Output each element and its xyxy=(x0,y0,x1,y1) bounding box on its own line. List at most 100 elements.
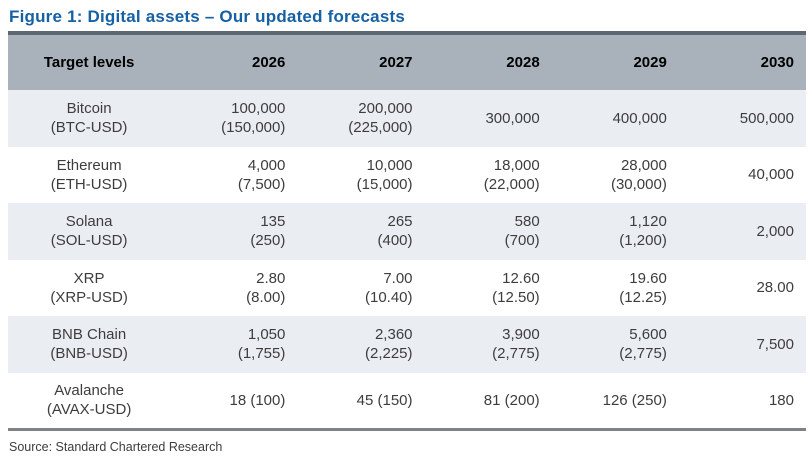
forecast-value-line: (225,000) xyxy=(348,119,413,137)
forecast-value-cell: 580 (700) xyxy=(425,203,552,260)
table-row: BNB Chain (BNB-USD) 1,050 (1,755) 2,360 (2,22… xyxy=(8,316,806,373)
forecast-value-line: 40,000 xyxy=(748,166,794,184)
asset-name: XRP xyxy=(73,269,105,287)
table-row: Solana (SOL-USD) 135 (250) 265 (400) 580 (700) 1… xyxy=(8,203,806,260)
asset-name-cell: XRP (XRP-USD) xyxy=(8,260,170,317)
forecast-value-line: (22,000) xyxy=(483,175,540,193)
forecast-value-cell: 4,000 (7,500) xyxy=(170,147,297,204)
forecast-value-cell: 500,000 xyxy=(679,90,806,147)
forecast-value-cell: 12.60 (12.50) xyxy=(425,260,552,317)
forecast-value-line: 7,500 xyxy=(756,335,794,353)
forecast-value-line: 19.60 xyxy=(629,269,667,287)
forecast-value-cell: 18 (100) xyxy=(170,373,297,430)
forecast-value-line: (700) xyxy=(504,232,540,250)
asset-ticker: (BNB-USD) xyxy=(50,345,128,363)
header-cell-2028: 2028 xyxy=(424,33,552,90)
asset-ticker: (AVAX-USD) xyxy=(46,401,132,418)
figure-title: Figure 1: Digital assets – Our updated f… xyxy=(9,7,405,26)
forecast-value-cell: 7.00 (10.40) xyxy=(297,260,424,317)
source-note: Source: Standard Chartered Research xyxy=(9,439,223,454)
forecast-value-line: 2,000 xyxy=(756,222,794,240)
forecast-value-line: 500,000 xyxy=(739,109,794,127)
forecast-value-line: (2,225) xyxy=(364,345,413,363)
forecast-value-line: 18 (100) xyxy=(229,391,286,409)
asset-name: Solana xyxy=(65,213,113,231)
asset-name-cell: BNB Chain (BNB-USD) xyxy=(8,316,170,373)
forecast-value-line: 4,000 xyxy=(247,156,286,174)
forecast-value-line: 135 xyxy=(260,213,286,231)
forecast-value-line: 265 xyxy=(387,213,413,231)
forecast-value-line: (15,000) xyxy=(356,175,413,193)
forecast-value-cell: 2,360 (2,225) xyxy=(297,316,424,373)
forecast-value-cell: 126 (250) xyxy=(552,373,679,430)
asset-ticker: (BTC-USD) xyxy=(50,119,128,137)
forecast-value-line: (30,000) xyxy=(610,175,667,193)
asset-ticker: (SOL-USD) xyxy=(50,232,128,250)
forecast-value-cell: 5,600 (2,775) xyxy=(552,316,679,373)
forecast-value-cell: 28.00 xyxy=(679,260,806,317)
forecast-value-line: 3,900 xyxy=(502,326,540,344)
asset-ticker: (XRP-USD) xyxy=(50,288,128,306)
forecast-value-line: 5,600 xyxy=(629,326,667,344)
forecast-value-line: (400) xyxy=(377,232,413,250)
asset-name-cell: Bitcoin (BTC-USD) xyxy=(8,90,170,147)
forecast-value-line: 10,000 xyxy=(366,156,413,174)
forecast-value-line: 45 (150) xyxy=(356,391,413,409)
forecast-value-line: (250) xyxy=(250,232,286,250)
forecast-value-cell: 400,000 xyxy=(552,90,679,147)
asset-name: BNB Chain xyxy=(52,326,127,344)
forecast-value-line: (12.50) xyxy=(492,288,540,306)
forecast-value-line: 2,360 xyxy=(374,326,413,344)
forecast-value-cell: 28,000 (30,000) xyxy=(552,147,679,204)
forecast-value-line: (1,200) xyxy=(619,232,667,250)
forecast-value-cell: 10,000 (15,000) xyxy=(297,147,424,204)
forecast-value-line: 400,000 xyxy=(612,109,667,127)
forecast-value-cell: 2,000 xyxy=(679,203,806,260)
forecast-value-line: 2.80 xyxy=(256,269,286,287)
forecast-value-line: 1,120 xyxy=(629,213,667,231)
forecast-value-cell: 19.60 (12.25) xyxy=(552,260,679,317)
forecast-value-cell: 3,900 (2,775) xyxy=(425,316,552,373)
header-cell-2026: 2026 xyxy=(170,33,298,90)
forecast-value-line: 81 (200) xyxy=(483,391,540,409)
forecast-value-cell: 7,500 xyxy=(679,316,806,373)
asset-ticker: (ETH-USD) xyxy=(50,175,128,193)
forecast-table: Target levels 2026 2027 2028 2029 2030 B… xyxy=(8,31,806,431)
header-cell-2030: 2030 xyxy=(678,33,806,90)
forecast-value-line: (150,000) xyxy=(221,119,286,137)
forecast-value-line: (7,500) xyxy=(237,175,286,193)
forecast-value-cell: 1,050 (1,755) xyxy=(170,316,297,373)
asset-name-cell: Solana (SOL-USD) xyxy=(8,203,170,260)
forecast-value-line: (12.25) xyxy=(619,288,667,306)
forecast-value-cell: 18,000 (22,000) xyxy=(425,147,552,204)
forecast-value-line: 200,000 xyxy=(358,100,413,118)
forecast-table-container: Target levels 2026 2027 2028 2029 2030 B… xyxy=(8,31,806,431)
table-row: Ethereum (ETH-USD) 4,000 (7,500) 10,000 (15,0… xyxy=(8,146,806,204)
forecast-value-cell: 200,000 (225,000) xyxy=(297,90,424,147)
forecast-value-line: 1,050 xyxy=(247,326,286,344)
forecast-value-cell: 2.80 (8.00) xyxy=(170,260,297,317)
forecast-value-line: 580 xyxy=(514,213,540,231)
asset-name: Bitcoin xyxy=(66,100,112,118)
asset-name: Ethereum xyxy=(56,156,122,174)
table-header-row: Target levels 2026 2027 2028 2029 2030 xyxy=(8,33,806,90)
table-row: Avalanche (AVAX-USD) 18 (100) 45 (150) 81 (2… xyxy=(8,372,806,430)
asset-name-cell: Avalanche (AVAX-USD) xyxy=(8,373,170,430)
forecast-value-line: (8.00) xyxy=(246,288,286,306)
forecast-value-line: 7.00 xyxy=(383,269,413,287)
forecast-value-line: (2,775) xyxy=(492,345,540,363)
forecast-value-cell: 300,000 xyxy=(425,90,552,147)
table-row: XRP (XRP-USD) 2.80 (8.00) 7.00 (10.40) 12.60 (1… xyxy=(8,259,806,317)
forecast-value-line: (1,755) xyxy=(237,345,286,363)
forecast-value-cell: 135 (250) xyxy=(170,203,297,260)
forecast-value-line: 28,000 xyxy=(620,156,667,174)
forecast-value-cell: 1,120 (1,200) xyxy=(552,203,679,260)
forecast-value-line: (10.40) xyxy=(364,288,413,306)
forecast-value-cell: 100,000 (150,000) xyxy=(170,90,297,147)
forecast-value-cell: 180 xyxy=(679,373,806,430)
forecast-value-cell: 40,000 xyxy=(679,147,806,204)
header-cell-target-levels: Target levels xyxy=(8,33,171,90)
forecast-value-cell: 265 (400) xyxy=(297,203,424,260)
forecast-value-line: 12.60 xyxy=(502,269,540,287)
